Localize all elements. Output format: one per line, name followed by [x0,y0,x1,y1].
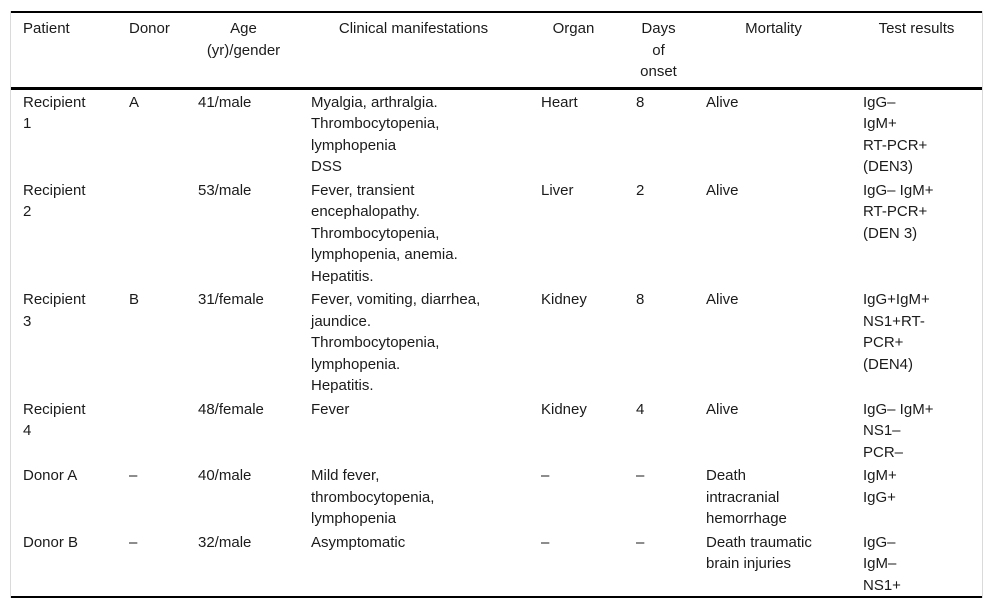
cell-patient: Recipient 3 [23,291,86,330]
table-header: Patient Donor Age (yr)/gender Clinical m… [11,12,982,90]
cell-donor: B [129,291,140,308]
cell-clinical: Fever, transient encephalopathy. Thrombo… [311,181,458,285]
cell-test-results: IgG+IgM+ NS1+RT- PCR+ (DEN4) [863,291,930,373]
cell-donor [119,397,186,464]
cell-test-results: IgM+ IgG+ [863,467,897,506]
cell-mortality: Death traumatic brain injuries [706,533,812,573]
cell-age: 53/male [198,181,252,199]
cell-age: 48/female [198,400,264,418]
cell-days: 8 [636,291,645,308]
cell-age: 31/female [198,291,264,308]
cell-mortality: Alive [706,181,739,199]
cell-donor: – [129,467,138,484]
cell-mortality: Alive [706,93,739,111]
cell-mortality: Death intracranial hemorrhage [706,467,787,527]
column-header-organ: Organ [526,12,621,90]
cell-donor: – [129,533,138,551]
transplant-cases-table: Patient Donor Age (yr)/gender Clinical m… [11,11,982,598]
cell-organ: Liver [541,181,574,199]
column-header-patient: Patient [11,12,119,90]
table-body: Recipient 1 A 41/male Myalgia, arthralgi… [11,88,982,597]
cell-days: – [636,533,645,551]
cell-days: 2 [636,181,645,199]
cell-patient: Donor A [23,467,78,484]
column-header-age-gender: Age (yr)/gender [186,12,301,90]
cell-clinical: Mild fever, thrombocytopenia, lymphopeni… [311,467,435,527]
cell-patient: Recipient 2 [23,181,86,221]
column-header-mortality: Mortality [696,12,851,90]
cell-age: 32/male [198,533,252,551]
table-row: Donor A – 40/male Mild fever, thrombocyt… [11,463,982,530]
table-row: Recipient 2 53/male Fever, transient enc… [11,178,982,288]
cell-mortality: Alive [706,291,739,308]
cell-organ: – [541,533,550,551]
cell-organ: Kidney [541,291,587,308]
cell-days: 8 [636,93,645,111]
cell-organ: – [541,467,550,484]
cell-age: 40/male [198,467,252,484]
cell-age: 41/male [198,93,252,111]
cell-patient: Donor B [23,533,79,551]
cell-test-results: IgG– IgM+ NS1– PCR– [863,400,934,461]
cell-days: 4 [636,400,645,418]
cell-patient: Recipient 1 [23,93,86,133]
table-container: Patient Donor Age (yr)/gender Clinical m… [10,11,983,598]
cell-days: – [636,467,645,484]
cell-donor: A [129,93,140,111]
cell-mortality: Alive [706,400,739,418]
column-header-donor: Donor [119,12,186,90]
column-header-days-of-onset: Days of onset [621,12,696,90]
cell-donor [119,178,186,288]
table-row: Donor B – 32/male Asymptomatic – – Death… [11,530,982,598]
cell-organ: Heart [541,93,578,111]
cell-clinical: Myalgia, arthralgia. Thrombocytopenia, l… [311,93,440,176]
cell-test-results: IgG– IgM– NS1+ [863,533,901,594]
header-row: Patient Donor Age (yr)/gender Clinical m… [11,12,982,90]
table-row: Recipient 4 48/female Fever Kidney 4 Ali… [11,397,982,464]
cell-patient: Recipient 4 [23,400,86,440]
table-row: Recipient 3 B 31/female Fever, vomiting,… [11,287,982,397]
cell-organ: Kidney [541,400,587,418]
cell-test-results: IgG– IgM+ RT-PCR+ (DEN3) [863,93,928,176]
column-header-clinical-manifestations: Clinical manifestations [301,12,526,90]
cell-test-results: IgG– IgM+ RT-PCR+ (DEN 3) [863,181,934,242]
cell-clinical: Fever, vomiting, diarrhea, jaundice. Thr… [311,291,481,394]
cell-clinical: Asymptomatic [311,533,406,551]
table-row: Recipient 1 A 41/male Myalgia, arthralgi… [11,88,982,178]
cell-clinical: Fever [311,400,350,418]
column-header-test-results: Test results [851,12,982,90]
